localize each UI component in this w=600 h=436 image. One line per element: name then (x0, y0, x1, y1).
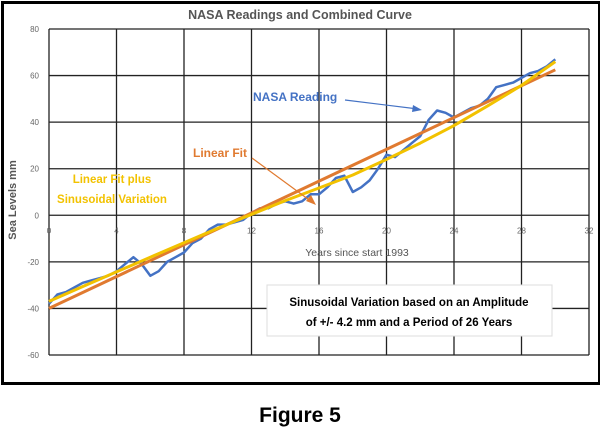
linear-fit-arrowhead (306, 195, 316, 205)
linear-fit-line (48, 68, 556, 310)
x-tick-label: 32 (585, 226, 594, 235)
linear-fit-arrow (251, 157, 313, 203)
sinusoidal-label-line1: Linear Fit plus (73, 174, 152, 186)
x-tick-label: 4 (114, 226, 119, 235)
y-axis-label: Sea Levels mm (7, 160, 19, 240)
nasa-arrowhead (412, 105, 422, 112)
nasa-arrow (344, 99, 419, 110)
y-tick-label: 60 (30, 72, 39, 81)
y-tick-label: 20 (30, 165, 39, 174)
linear-fit-label: Linear Fit (193, 146, 247, 160)
y-tick-label: -60 (27, 351, 39, 360)
x-axis-label: Years since start 1993 (305, 247, 409, 259)
y-tick-label: 0 (35, 211, 40, 220)
y-tick-label: 80 (30, 25, 39, 34)
chart-title: NASA Readings and Combined Curve (188, 8, 412, 22)
note-box (266, 284, 553, 337)
x-tick-label: 28 (517, 226, 526, 235)
x-tick-label: 0 (47, 226, 52, 235)
note-line1: Sinusoidal Variation based on an Amplitu… (289, 297, 528, 309)
x-tick-label: 24 (450, 226, 459, 235)
x-tick-label: 12 (247, 226, 256, 235)
sinusoidal-label-line2: Sinusoidal Variation (57, 194, 167, 206)
note-line2: of +/- 4.2 mm and a Period of 26 Years (306, 317, 513, 329)
y-tick-label: -40 (27, 304, 39, 313)
y-tick-label: 40 (30, 118, 39, 127)
nasa-reading-label: NASA Reading (253, 90, 337, 104)
x-tick-label: 16 (315, 226, 324, 235)
x-tick-label: 20 (382, 226, 391, 235)
y-tick-label: -20 (27, 258, 39, 267)
x-tick-label: 8 (182, 226, 187, 235)
figure-caption: Figure 5 (259, 404, 341, 427)
